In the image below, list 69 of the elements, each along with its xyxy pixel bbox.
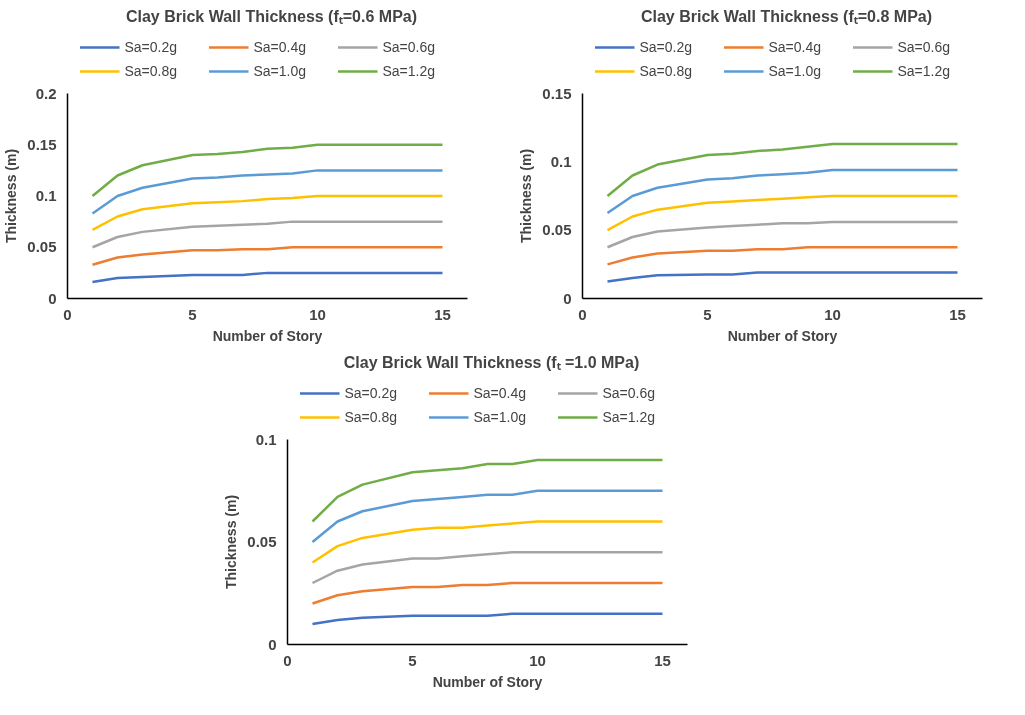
legend-label: Sa=0.6g: [897, 38, 952, 55]
x-tick-label: 5: [408, 651, 417, 669]
x-axis-title: Number of Story: [727, 327, 838, 344]
y-tick-label: 0.05: [542, 221, 572, 239]
chart-title: Clay Brick Wall Thickness (fₜ =1.0 MPa): [343, 353, 640, 371]
x-axis-title: Number of Story: [432, 673, 543, 690]
line-series: [91, 143, 444, 198]
legend-label: Sa=0.4g: [768, 38, 823, 55]
y-tick-label: 0.1: [550, 152, 572, 170]
y-tick-label: 0.1: [35, 187, 57, 204]
x-tick-label: 0: [283, 651, 292, 669]
legend-label: Sa=1.2g: [602, 408, 657, 425]
legend-label: Sa=0.2g: [344, 384, 399, 401]
line-series: [311, 551, 664, 585]
line-series: [606, 142, 959, 198]
legend-label: Sa=0.6g: [602, 384, 657, 401]
x-tick-label: 10: [529, 651, 546, 669]
x-tick-label: 5: [703, 305, 712, 323]
y-tick-label: 0: [563, 289, 572, 307]
y-axis-title: Thickness (m): [223, 494, 240, 590]
y-axis-title: Thickness (m): [518, 148, 535, 244]
x-axis-title: Number of Story: [212, 327, 323, 344]
legend-label: Sa=0.2g: [639, 38, 694, 55]
chart-title: Clay Brick Wall Thickness (fₜ=0.8 MPa): [640, 7, 933, 25]
y-tick-label: 0.15: [542, 84, 572, 102]
legend-label: Sa=1.0g: [473, 408, 528, 425]
legend-label: Sa=0.8g: [344, 408, 399, 425]
line-series: [311, 581, 664, 605]
line-series: [606, 220, 959, 249]
line-series: [311, 458, 664, 523]
x-tick-label: 10: [824, 305, 841, 323]
legend-label: Sa=1.0g: [768, 62, 823, 79]
legend-label: Sa=0.8g: [124, 62, 179, 79]
y-tick-label: 0: [268, 635, 277, 653]
line-series: [91, 194, 444, 232]
y-tick-label: 0: [48, 289, 57, 307]
y-tick-label: 0.1: [255, 430, 277, 448]
line-series: [91, 220, 444, 249]
y-tick-label: 0.05: [27, 238, 57, 256]
x-tick-label: 15: [434, 305, 451, 323]
legend-label: Sa=1.2g: [897, 62, 952, 79]
line-series: [606, 194, 959, 232]
line-series: [606, 271, 959, 283]
legend-label: Sa=0.8g: [639, 62, 694, 79]
x-tick-label: 15: [949, 305, 966, 323]
y-tick-label: 0.2: [35, 84, 57, 102]
y-tick-label: 0.15: [27, 135, 57, 153]
line-series: [311, 520, 664, 564]
line-series: [91, 169, 444, 215]
y-axis-title: Thickness (m): [3, 148, 20, 244]
line-series: [606, 246, 959, 266]
x-tick-label: 15: [654, 651, 671, 669]
line-series: [91, 246, 444, 266]
legend-label: Sa=0.4g: [253, 38, 308, 55]
legend-label: Sa=0.6g: [382, 38, 437, 55]
x-tick-label: 0: [63, 305, 72, 323]
legend-label: Sa=1.0g: [253, 62, 308, 79]
y-tick-label: 0.05: [247, 533, 277, 550]
line-series: [91, 271, 444, 284]
line-series: [311, 612, 664, 626]
x-tick-label: 0: [578, 305, 587, 323]
line-series: [311, 489, 664, 544]
line-series: [606, 168, 959, 215]
legend-label: Sa=1.2g: [382, 62, 437, 79]
x-tick-label: 10: [309, 305, 326, 323]
chart-title: Clay Brick Wall Thickness (fₜ=0.6 MPa): [125, 7, 418, 25]
legend-label: Sa=0.2g: [124, 38, 179, 55]
legend-label: Sa=0.4g: [473, 384, 528, 401]
x-tick-label: 5: [188, 305, 197, 323]
